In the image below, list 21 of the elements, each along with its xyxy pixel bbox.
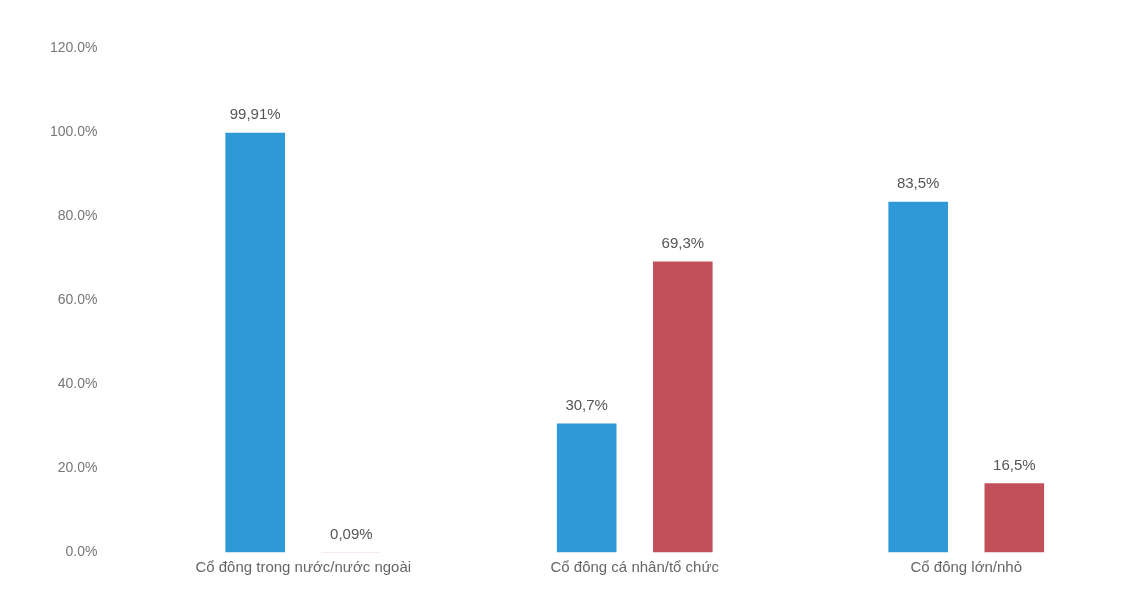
y-tick-label: 80.0% [57, 207, 98, 224]
data-label: 83,5% [896, 174, 940, 192]
bar [225, 132, 285, 553]
x-tick-label: Cổ đông trong nước/nước ngoài [195, 557, 412, 575]
data-label: 0,09% [330, 524, 373, 542]
data-label: 69,3% [661, 234, 705, 252]
y-tick-label: 120.0% [50, 39, 98, 56]
bar [984, 483, 1045, 553]
y-tick-label: 0.0% [65, 543, 98, 560]
data-label: 99,91% [229, 105, 281, 123]
bar [888, 201, 948, 553]
y-tick-label: 40.0% [57, 375, 98, 392]
x-tick-label: Cổ đông cá nhân/tổ chức [550, 557, 720, 575]
bar [556, 423, 617, 553]
data-label: 30,7% [565, 396, 608, 414]
bar [653, 261, 713, 553]
y-tick-label: 60.0% [57, 291, 98, 308]
y-tick-label: 100.0% [50, 123, 98, 140]
y-tick-label: 20.0% [57, 459, 98, 476]
x-tick-label: Cổ đông lớn/nhỏ [910, 557, 1023, 575]
data-label: 16,5% [993, 455, 1036, 473]
